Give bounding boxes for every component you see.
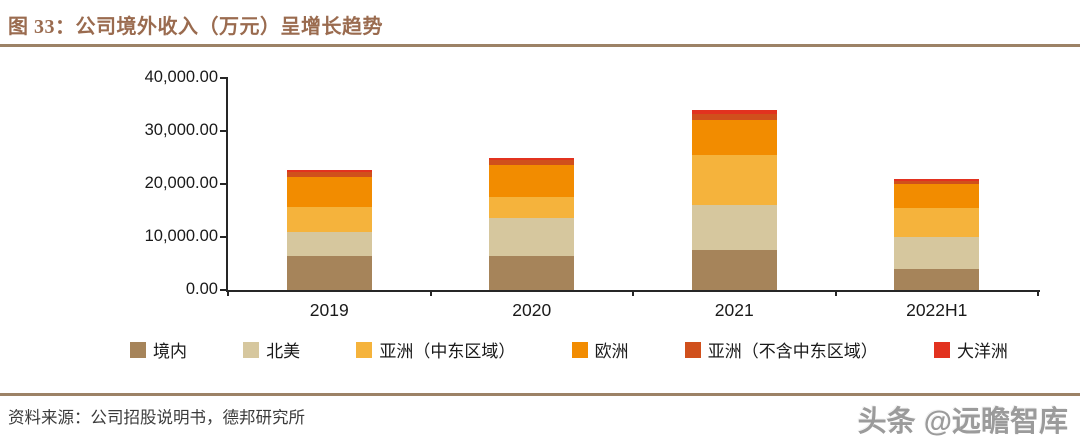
bar-segment-2020 bbox=[489, 256, 575, 290]
legend-item: 欧洲 bbox=[571, 337, 629, 362]
legend-item: 亚洲（不含中东区域） bbox=[684, 337, 878, 362]
x-axis-tick-label: 2021 bbox=[714, 300, 754, 320]
chart-legend: 境内 北美 亚洲（中东区域） 欧洲 亚洲（不含中东区域） 大洋洲 bbox=[130, 337, 1008, 362]
legend-label: 北美 bbox=[266, 342, 301, 361]
x-axis-tick-mark bbox=[1037, 290, 1039, 296]
bar-segment-2022H1 bbox=[894, 237, 980, 269]
legend-swatch bbox=[571, 341, 588, 358]
bar-segment-2021 bbox=[691, 113, 777, 121]
legend-swatch bbox=[243, 341, 260, 358]
watermark-text: 头条 @远瞻智库 bbox=[857, 406, 1068, 438]
legend-label: 亚洲（不含中东区域） bbox=[707, 342, 878, 361]
legend-item: 大洋洲 bbox=[933, 337, 1008, 362]
x-axis-tick-mark bbox=[429, 290, 432, 296]
y-axis-tick-mark bbox=[220, 130, 227, 132]
x-axis-tick-label: 2022H1 bbox=[906, 300, 968, 320]
bottom-divider-line bbox=[0, 393, 1080, 396]
legend-item: 境内 bbox=[130, 337, 187, 362]
bar-segment-2020 bbox=[489, 196, 575, 218]
y-axis-tick-mark bbox=[220, 236, 227, 238]
legend-swatch bbox=[356, 341, 373, 358]
legend-swatch bbox=[130, 341, 146, 358]
bar-segment-2019 bbox=[286, 231, 372, 257]
legend-label: 大洋洲 bbox=[956, 342, 1008, 361]
bar-segment-2020 bbox=[489, 164, 575, 197]
bar-segment-2020 bbox=[489, 158, 575, 161]
bar-segment-2021 bbox=[691, 120, 777, 156]
bar-segment-2022H1 bbox=[894, 184, 980, 208]
figure-title: 图 33：公司境外收入（万元）呈增长趋势 bbox=[8, 16, 383, 38]
bar-segment-2021 bbox=[691, 205, 777, 251]
bar-segment-2019 bbox=[286, 170, 372, 173]
bar-segment-2022H1 bbox=[894, 207, 980, 237]
legend-swatch bbox=[684, 341, 701, 358]
y-axis-tick-mark bbox=[220, 183, 227, 185]
y-axis-tick-label: 40,000.00 bbox=[144, 68, 218, 86]
legend-label: 亚洲（中东区域） bbox=[379, 342, 516, 361]
bar-segment-2020 bbox=[489, 217, 575, 257]
y-axis-tick-label: 0.00 bbox=[185, 280, 218, 298]
bar-segment-2022H1 bbox=[894, 180, 980, 184]
legend-item: 亚洲（中东区域） bbox=[356, 337, 515, 362]
top-divider-line bbox=[0, 44, 1080, 47]
y-axis-tick-label: 20,000.00 bbox=[144, 174, 218, 192]
legend-label: 境内 bbox=[153, 342, 187, 361]
bar-segment-2019 bbox=[286, 256, 372, 290]
bar-segment-2019 bbox=[286, 206, 372, 232]
x-axis-tick-mark bbox=[632, 290, 634, 296]
bar-segment-2019 bbox=[286, 172, 372, 177]
legend-label: 欧洲 bbox=[594, 342, 629, 361]
x-axis-tick-mark bbox=[227, 290, 229, 296]
source-note: 资料来源：公司招股说明书，德邦研究所 bbox=[8, 408, 305, 427]
y-axis-tick-mark bbox=[220, 77, 227, 79]
y-axis-line bbox=[226, 77, 228, 292]
y-axis-tick-mark bbox=[220, 289, 227, 291]
bar-segment-2019 bbox=[286, 176, 372, 207]
x-axis-tick-label: 2019 bbox=[309, 300, 349, 320]
stacked-bar-chart: 0.00 10,000.00 20,000.00 30,000.00 40,000.00… bbox=[144, 68, 1040, 320]
y-axis-tick-label: 30,000.00 bbox=[144, 121, 218, 139]
x-axis-tick-label: 2020 bbox=[512, 300, 552, 320]
x-axis-tick-mark bbox=[834, 290, 837, 296]
bar-segment-2020 bbox=[489, 160, 575, 165]
y-axis-tick-label: 10,000.00 bbox=[144, 227, 218, 245]
bar-segment-2021 bbox=[691, 250, 777, 290]
bar-segment-2022H1 bbox=[894, 268, 980, 290]
bar-segment-2022H1 bbox=[894, 178, 980, 181]
bar-segment-2021 bbox=[691, 155, 777, 206]
legend-item: 北美 bbox=[243, 337, 300, 362]
legend-swatch bbox=[933, 341, 950, 358]
bar-segment-2021 bbox=[691, 110, 777, 114]
